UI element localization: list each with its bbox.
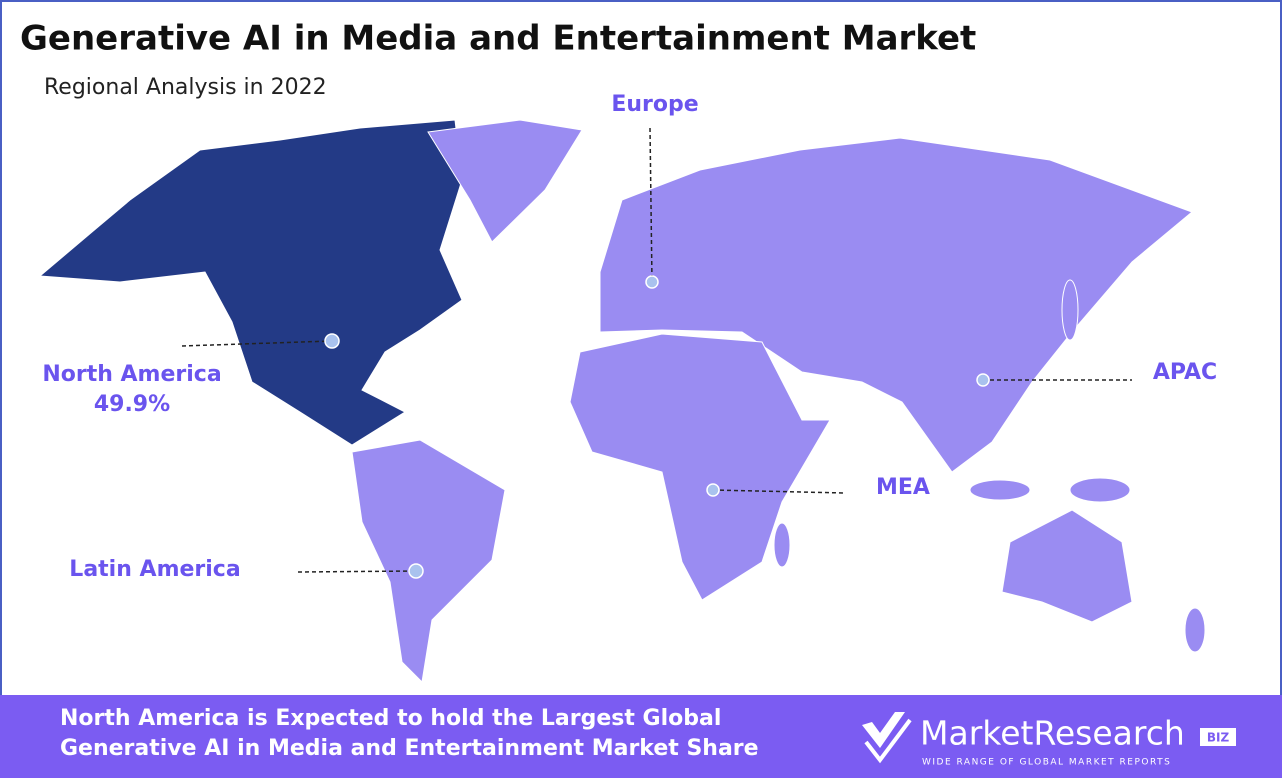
region-label: North America [42, 362, 221, 387]
footer-line: Generative AI in Media and Entertainment… [60, 736, 759, 761]
logo-badge [1200, 728, 1236, 746]
region-marker [408, 563, 424, 579]
japan-shape [1061, 279, 1079, 341]
north-america-shape [38, 119, 463, 446]
south-america-shape [351, 439, 506, 684]
region-label: APAC [1153, 360, 1217, 385]
connector [712, 489, 846, 494]
subtitle: Regional Analysis in 2022 [44, 75, 327, 100]
madagascar-shape [773, 522, 791, 568]
africa-shape [569, 333, 831, 601]
region-label: Latin America [69, 557, 240, 582]
logo-suffix: BIZ [1207, 731, 1230, 745]
connectors [181, 127, 1132, 579]
new-zealand-shape [1184, 607, 1206, 653]
greenland-shape [427, 119, 583, 243]
logo-icon [862, 712, 905, 748]
region-marker [645, 275, 659, 289]
footer-band [0, 695, 1282, 778]
region-label: MEA [876, 475, 930, 500]
connector [649, 127, 653, 283]
region-marker [324, 333, 340, 349]
logo-brand: MarketResearch [920, 714, 1185, 753]
eurasia-shape [599, 137, 1193, 473]
title: Generative AI in Media and Entertainment… [20, 19, 976, 59]
logo-icon [864, 718, 912, 764]
logo: MarketResearch BIZ WIDE RANGE OF GLOBAL … [862, 712, 1236, 768]
region-marker [976, 373, 990, 387]
region-share: 49.9% [94, 392, 170, 417]
australia-shape [1001, 509, 1133, 623]
connector [297, 570, 417, 573]
region-label: Europe [611, 92, 698, 117]
region-marker [706, 483, 720, 497]
logo-tagline: WIDE RANGE OF GLOBAL MARKET REPORTS [922, 758, 1171, 768]
indonesia-shape [969, 479, 1031, 501]
footer-line: North America is Expected to hold the La… [60, 706, 721, 731]
new-guinea-shape [1069, 477, 1131, 503]
world-map [38, 119, 1206, 684]
